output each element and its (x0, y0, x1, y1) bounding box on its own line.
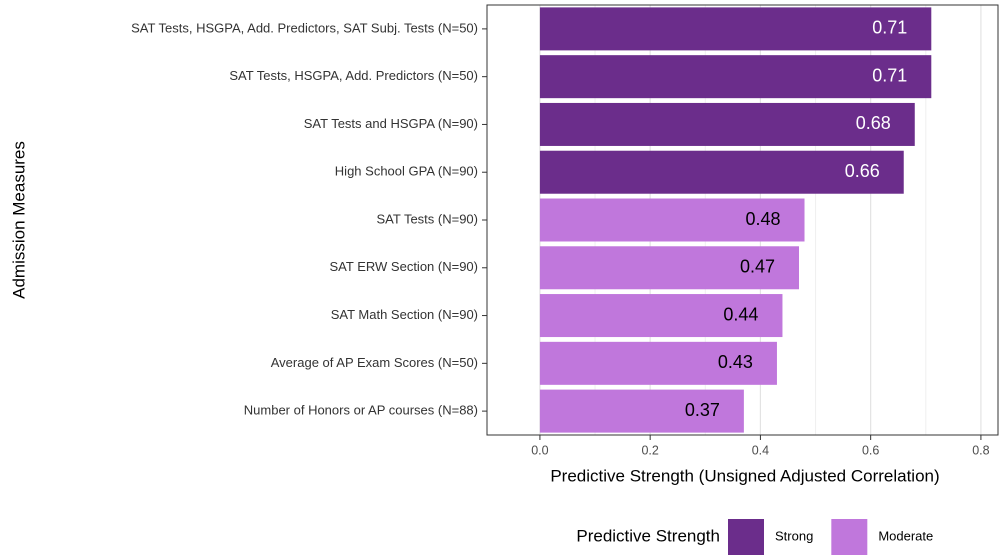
x-tick-label: 0.0 (531, 443, 548, 457)
x-tick-label: 0.8 (972, 443, 989, 457)
y-tick-label: High School GPA (N=90) (335, 164, 478, 179)
y-tick-label: SAT Tests and HSGPA (N=90) (304, 116, 478, 131)
y-tick-label: SAT Tests (N=90) (376, 211, 478, 226)
legend-label: Moderate (878, 528, 933, 543)
x-tick-label: 0.6 (862, 443, 879, 457)
y-axis-title: Admission Measures (9, 141, 28, 299)
legend-title: Predictive Strength (576, 526, 720, 545)
bar (539, 7, 932, 51)
bar-value-label: 0.71 (872, 18, 907, 38)
bar (539, 246, 800, 290)
x-tick-label: 0.4 (752, 443, 769, 457)
y-tick-label: SAT Tests, HSGPA, Add. Predictors (N=50) (229, 68, 478, 83)
bar (539, 389, 744, 433)
y-tick-label: SAT ERW Section (N=90) (330, 259, 478, 274)
bar-value-label: 0.71 (872, 65, 907, 85)
bar-value-label: 0.66 (845, 161, 880, 181)
plot-border (486, 4, 999, 436)
legend-swatch (728, 519, 764, 555)
legend-label: Strong (775, 528, 813, 543)
bar (539, 150, 904, 194)
bar (539, 198, 805, 242)
bar (539, 294, 783, 338)
bar-value-label: 0.44 (723, 304, 758, 324)
bar-value-label: 0.43 (718, 352, 753, 372)
x-axis-title: Predictive Strength (Unsigned Adjusted C… (550, 466, 939, 485)
legend-swatch (831, 519, 868, 555)
bar (539, 102, 915, 146)
y-tick-label: SAT Math Section (N=90) (331, 307, 478, 322)
x-tick-label: 0.2 (641, 443, 658, 457)
bar-value-label: 0.68 (856, 113, 891, 133)
bar-value-label: 0.37 (685, 400, 720, 420)
y-tick-label: Average of AP Exam Scores (N=50) (271, 355, 478, 370)
bar-value-label: 0.48 (745, 209, 780, 229)
bar (539, 341, 777, 385)
y-tick-label: SAT Tests, HSGPA, Add. Predictors, SAT S… (131, 20, 478, 35)
bar (539, 55, 932, 99)
bar-value-label: 0.47 (740, 257, 775, 277)
y-tick-label: Number of Honors or AP courses (N=88) (244, 403, 478, 418)
